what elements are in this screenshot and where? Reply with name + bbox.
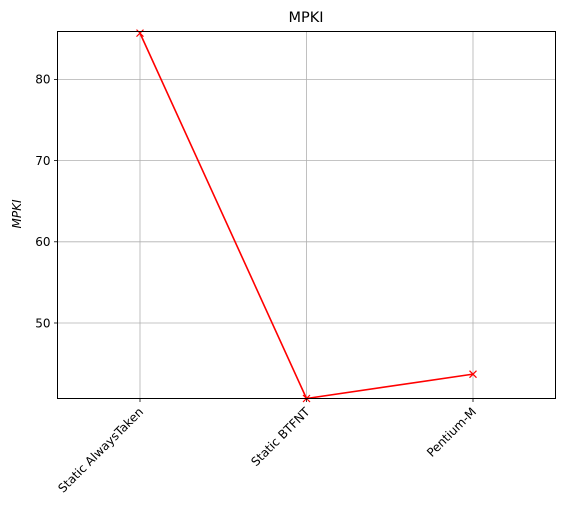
y-axis-label: MPKI: [10, 199, 24, 228]
y-tick-label: 50: [35, 316, 50, 330]
chart-title: MPKI: [288, 10, 323, 26]
y-axis: 50 60 70 80: [35, 73, 57, 331]
x-tick-label: Static AlwaysTaken: [55, 405, 146, 496]
y-tick-label: 80: [35, 73, 50, 87]
y-tick-label: 60: [35, 235, 50, 249]
y-tick-label: 70: [35, 154, 50, 168]
x-tick-label: Pentium-M: [424, 405, 479, 460]
x-tick-label: Static BTFNT: [248, 404, 313, 469]
x-axis: Static AlwaysTaken Static BTFNT Pentium-M: [55, 399, 479, 496]
grid: [58, 32, 556, 399]
